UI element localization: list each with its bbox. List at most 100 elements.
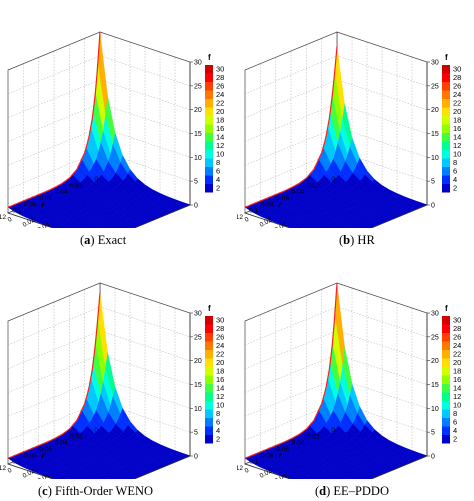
colorbar-label-d: 10: [453, 401, 461, 410]
colorbar-swatch-d: [442, 384, 450, 393]
profile-line-a: [7, 31, 101, 208]
colorbar-label-d: 30: [453, 316, 461, 325]
r-axis-label-b: r: [279, 200, 283, 209]
colorbar-swatch-b: [442, 167, 450, 176]
z-tick-label-a: 5: [194, 179, 198, 186]
colorbar-swatch-b: [442, 184, 450, 193]
z-tick-label-c: 5: [194, 430, 198, 437]
colorbar-label-b: 22: [453, 99, 461, 108]
colorbar-label-a: 20: [216, 107, 224, 116]
colorbar-swatch-a: [205, 167, 213, 176]
caption-letter-a: a: [84, 233, 91, 247]
z-tick-label-a: 25: [194, 83, 202, 90]
colorbar-swatch-a: [205, 133, 213, 142]
colorbar-label-c: 8: [216, 409, 220, 418]
r-tick-label-b: 0.02: [307, 182, 320, 189]
colorbar-label-d: 24: [453, 341, 461, 350]
colorbar-label-b: 6: [453, 167, 457, 176]
colorbar-swatch-c: [205, 384, 213, 393]
colorbar-swatch-b: [442, 175, 450, 184]
colorbar-label-d: 28: [453, 324, 461, 333]
colorbar-label-c: 14: [216, 384, 224, 393]
colorbar-swatch-b: [442, 73, 450, 82]
r-tick-label-c: 0.08: [24, 452, 37, 459]
r-tick-label-d: 0.08: [261, 452, 274, 459]
colorbar-swatch-b: [442, 107, 450, 116]
caption-d: (d) EE–PDDO: [315, 484, 389, 498]
caption-c: (c) Fifth-Order WENO: [38, 484, 154, 498]
chart-panel-d: 051015202530f00.020.040.060.080.10.12r00…: [237, 251, 474, 501]
colorbar-label-a: 16: [216, 124, 224, 133]
z-tick-label-d: 30: [431, 311, 439, 318]
z-tick-label-d: 0: [431, 454, 435, 461]
r-tick-label-c: 0.02: [70, 433, 83, 440]
colorbar-label-b: 24: [453, 90, 461, 99]
colorbar-label-d: 8: [453, 409, 457, 418]
colorbar-swatch-b: [442, 116, 450, 125]
colorbar-swatch-b: [442, 99, 450, 108]
colorbar-swatch-d: [442, 375, 450, 384]
colorbar-swatch-a: [205, 124, 213, 133]
z-tick-label-c: 20: [194, 358, 202, 365]
r-axis-label-c: r: [42, 451, 46, 460]
colorbar-label-b: 18: [453, 116, 461, 125]
colorbar-swatch-a: [205, 141, 213, 150]
colorbar-label-a: 28: [216, 73, 224, 82]
z-tick-label-a: 0: [194, 203, 198, 210]
colorbar-swatch-c: [205, 375, 213, 384]
colorbar-label-d: 22: [453, 350, 461, 359]
z-ticks-d: 0 5 10 15 20 25 30: [427, 311, 439, 461]
colorbar-swatch-c: [205, 401, 213, 410]
colorbar-swatch-d: [442, 350, 450, 359]
axis-edge-front-c: [7, 463, 55, 479]
r-tick-label-d: 0.04: [292, 440, 305, 447]
colorbar-label-c: 6: [216, 418, 220, 427]
colorbar-label-a: 8: [216, 158, 220, 167]
axis-edge-right-b: [370, 204, 428, 228]
colorbar-label-c: 20: [216, 358, 224, 367]
colorbar-label-d: 16: [453, 375, 461, 384]
colorbar-swatch-d: [442, 316, 450, 325]
profile-line-b: [244, 46, 338, 208]
colorbar-swatch-d: [442, 418, 450, 427]
colorbar-swatch-a: [205, 184, 213, 193]
r-tick-label-b: 0: [331, 176, 335, 183]
z-tick-label-c: 25: [194, 334, 202, 341]
z-ticks-c: 0 5 10 15 20 25 30: [190, 311, 202, 461]
colorbar-title-c: f: [208, 304, 211, 313]
s-tick-label-b: 0.02: [259, 216, 274, 228]
colorbar-swatch-a: [205, 107, 213, 116]
colorbar-swatch-d: [442, 435, 450, 444]
axis-edge-right-d: [370, 455, 428, 479]
r-tick-label-c: 0: [94, 427, 98, 434]
surface-d: [244, 282, 428, 479]
colorbar-label-a: 6: [216, 167, 220, 176]
z-ticks-b: 0 5 10 15 20 25 30: [427, 60, 439, 210]
z-tick-label-d: 10: [431, 406, 439, 413]
colorbar-label-c: 10: [216, 401, 224, 410]
colorbar-swatch-b: [442, 82, 450, 91]
z-tick-label-d: 5: [431, 430, 435, 437]
colorbar-label-b: 4: [453, 175, 457, 184]
colorbar-label-d: 18: [453, 367, 461, 376]
colorbar-swatch-c: [205, 316, 213, 325]
colorbar-swatch-d: [442, 324, 450, 333]
colorbar-swatch-b: [442, 133, 450, 142]
colorbar-swatch-a: [205, 82, 213, 91]
caption-text-b: HR: [357, 233, 375, 247]
colorbar-swatch-d: [442, 409, 450, 418]
colorbar-title-b: f: [445, 53, 448, 62]
z-tick-label-c: 30: [194, 311, 202, 318]
r-tick-label-d: 0: [331, 427, 335, 434]
colorbar-label-b: 16: [453, 124, 461, 133]
z-tick-label-d: 15: [431, 382, 439, 389]
colorbar-label-d: 2: [453, 435, 457, 444]
colorbar-label-c: 28: [216, 324, 224, 333]
colorbar-title-a: f: [208, 53, 211, 62]
s-tick-label-c: 0: [7, 467, 14, 475]
colorbar-label-a: 26: [216, 82, 224, 91]
colorbar-label-d: 26: [453, 333, 461, 342]
z-tick-label-b: 20: [431, 107, 439, 114]
colorbar-label-b: 14: [453, 133, 461, 142]
